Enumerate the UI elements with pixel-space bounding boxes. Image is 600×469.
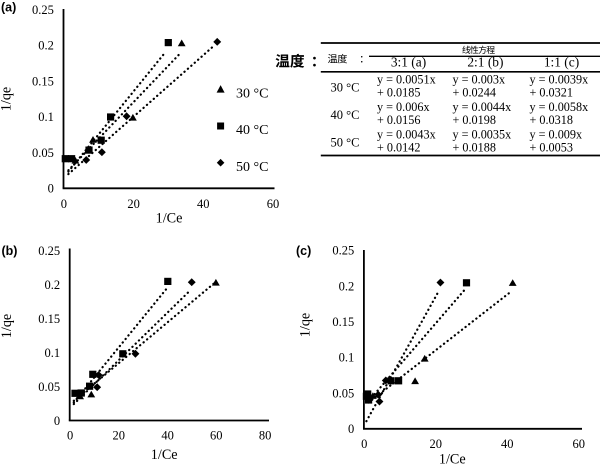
svg-text:20: 20	[127, 197, 140, 211]
svg-text:20: 20	[113, 428, 126, 442]
svg-text:0: 0	[61, 197, 67, 211]
svg-text:(a): (a)	[1, 1, 16, 15]
svg-text:3:1 (a): 3:1 (a)	[391, 55, 426, 70]
svg-text:40: 40	[501, 437, 514, 451]
svg-text:+ 0.0142: + 0.0142	[377, 141, 420, 155]
svg-text:y = 0.0044x: y = 0.0044x	[453, 100, 512, 114]
svg-text:0.2: 0.2	[339, 279, 355, 293]
svg-text:0.25: 0.25	[38, 244, 60, 258]
svg-text:40 °C: 40 °C	[236, 123, 268, 138]
svg-text:40: 40	[197, 197, 210, 211]
svg-text:+ 0.0156: + 0.0156	[377, 113, 420, 127]
svg-text:2:1 (b): 2:1 (b)	[467, 55, 503, 70]
svg-text:40: 40	[161, 428, 174, 442]
svg-text:0: 0	[54, 414, 60, 428]
svg-text:+ 0.0053: + 0.0053	[530, 141, 573, 155]
svg-text:1/qe: 1/qe	[0, 87, 15, 111]
svg-text:+ 0.0185: + 0.0185	[377, 86, 420, 100]
svg-text:60: 60	[210, 428, 223, 442]
svg-text:(c): (c)	[296, 244, 311, 258]
svg-text:y = 0.0035x: y = 0.0035x	[453, 128, 512, 142]
svg-text:50 °C: 50 °C	[331, 136, 360, 150]
svg-text:30 °C: 30 °C	[236, 87, 268, 102]
svg-text:0.2: 0.2	[38, 39, 54, 53]
svg-text:0.1: 0.1	[339, 351, 355, 365]
svg-text:1:1 (c): 1:1 (c)	[544, 55, 579, 70]
svg-text:y = 0.0039x: y = 0.0039x	[530, 73, 589, 87]
svg-text:0.05: 0.05	[332, 386, 354, 400]
svg-text:+ 0.0198: + 0.0198	[453, 113, 496, 127]
svg-text:0.25: 0.25	[32, 3, 54, 17]
svg-text:0.25: 0.25	[332, 244, 354, 258]
svg-text:0.1: 0.1	[44, 346, 60, 360]
svg-text:1/Ce: 1/Ce	[156, 210, 183, 226]
svg-text:y = 0.003x: y = 0.003x	[453, 73, 506, 87]
svg-text:1/Ce: 1/Ce	[151, 447, 178, 463]
svg-text:1/qe: 1/qe	[0, 314, 15, 338]
svg-text:0.2: 0.2	[44, 278, 60, 292]
svg-text:0: 0	[67, 428, 73, 442]
svg-text:0: 0	[348, 422, 354, 436]
svg-text:1/qe: 1/qe	[297, 313, 313, 337]
svg-text:80: 80	[259, 428, 272, 442]
svg-text:0: 0	[48, 182, 54, 196]
svg-text:50 °C: 50 °C	[236, 160, 268, 175]
svg-text:y = 0.0043x: y = 0.0043x	[377, 128, 436, 142]
svg-text:y = 0.009x: y = 0.009x	[530, 128, 583, 142]
svg-text:0.1: 0.1	[38, 110, 54, 124]
svg-text:y = 0.0051x: y = 0.0051x	[377, 73, 436, 87]
svg-text:y = 0.0058x: y = 0.0058x	[530, 100, 589, 114]
svg-text:0.05: 0.05	[32, 146, 54, 160]
svg-text:y = 0.006x: y = 0.006x	[377, 100, 430, 114]
svg-text:30 °C: 30 °C	[331, 80, 360, 94]
svg-text:+ 0.0318: + 0.0318	[530, 113, 573, 127]
svg-text:(b): (b)	[2, 244, 18, 258]
svg-text:40 °C: 40 °C	[331, 108, 360, 122]
svg-text:0.05: 0.05	[38, 380, 60, 394]
svg-text:0.15: 0.15	[332, 315, 354, 329]
svg-text:+ 0.0321: + 0.0321	[530, 86, 573, 100]
svg-text:0.15: 0.15	[38, 312, 60, 326]
svg-text:60: 60	[573, 437, 586, 451]
svg-text:0: 0	[361, 437, 367, 451]
svg-text:1/Ce: 1/Ce	[439, 452, 466, 468]
svg-text:20: 20	[430, 437, 443, 451]
svg-text:+ 0.0188: + 0.0188	[453, 141, 496, 155]
svg-text:+ 0.0244: + 0.0244	[453, 86, 496, 100]
svg-text:0.15: 0.15	[32, 74, 54, 88]
svg-text:60: 60	[267, 197, 280, 211]
